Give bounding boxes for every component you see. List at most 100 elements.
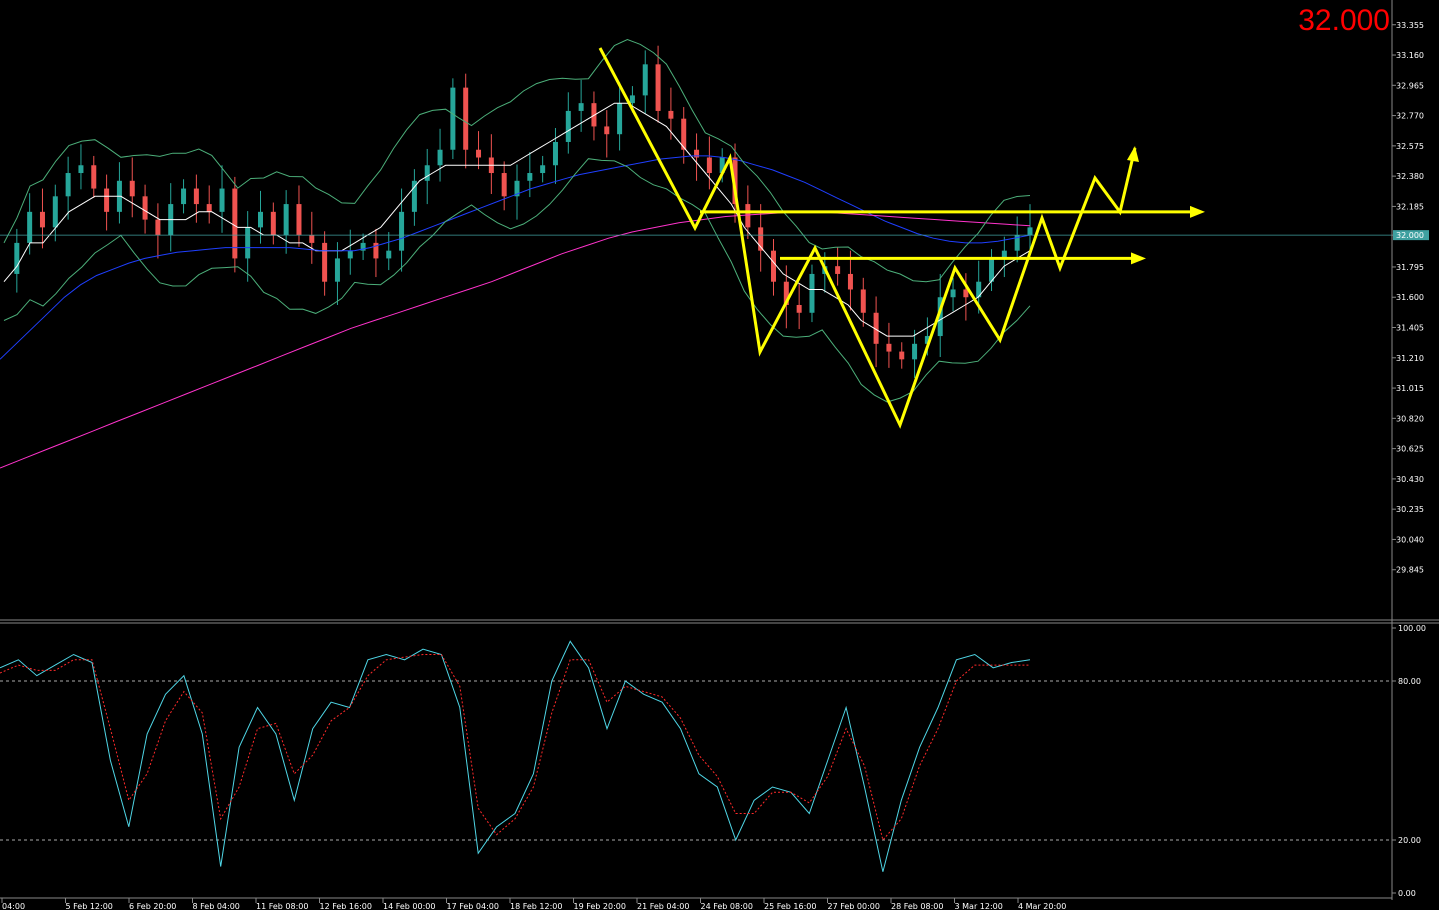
candle-body [745, 204, 751, 228]
oscillator-tick-label: 100.00 [1398, 624, 1426, 633]
stochastic-main-line [0, 640, 1031, 872]
time-tick-label: 11 Feb 08:00 [256, 902, 308, 910]
price-tick-label: 31.015 [1396, 384, 1424, 393]
candle-body [155, 219, 161, 236]
candle-body [129, 180, 135, 197]
candle-body [78, 165, 84, 174]
price-tick-label: 30.040 [1396, 535, 1424, 544]
time-tick-label: 25 Feb 16:00 [764, 902, 816, 910]
time-tick-label: 21 Feb 04:00 [637, 902, 689, 910]
candle-body [39, 211, 45, 228]
candle-body [912, 343, 918, 360]
candle-body [771, 250, 776, 282]
candle-body [437, 149, 443, 166]
candle-body [245, 227, 251, 259]
time-tick-label: 8 Feb 04:00 [193, 902, 240, 910]
candle-body [617, 103, 623, 135]
candle-body [399, 211, 405, 251]
time-tick-label: 19 Feb 20:00 [574, 902, 626, 910]
time-tick-label: 6 Feb 20:00 [129, 902, 176, 910]
price-tick-label: 32.770 [1396, 112, 1424, 121]
support-arrowhead [1131, 252, 1146, 265]
candle-body [1014, 235, 1020, 251]
candle-body [360, 242, 366, 251]
time-tick-label: 12 Feb 16:00 [320, 902, 372, 910]
candle-body [206, 204, 212, 212]
candle-body [322, 242, 328, 282]
candle-body [937, 297, 943, 337]
fast-ma-line [3, 102, 1031, 337]
candle-body [668, 110, 674, 119]
price-tick-label: 32.575 [1396, 142, 1424, 151]
candle-body [796, 305, 802, 313]
time-tick-label: 28 Feb 08:00 [891, 902, 943, 910]
candle-body [989, 258, 995, 282]
candle-body [65, 173, 71, 197]
price-tick-label: 33.355 [1396, 21, 1424, 30]
candle-body [976, 281, 982, 298]
stochastic-panel [0, 640, 1392, 872]
price-tick-label: 30.625 [1396, 445, 1424, 454]
candle-body [219, 188, 225, 212]
candle-body [373, 242, 379, 259]
candle-body [963, 289, 969, 298]
oscillator-tick-label: 20.00 [1398, 836, 1421, 845]
time-tick-label: 14 Feb 00:00 [383, 902, 435, 910]
slow-ma-line [0, 155, 1031, 360]
time-tick-label: 5 Feb 12:00 [66, 902, 113, 910]
candle-body [809, 273, 815, 313]
price-tick-label: 31.795 [1396, 263, 1424, 272]
candle-body [950, 289, 956, 298]
target-arrowhead [1127, 146, 1139, 162]
candle-body [655, 64, 661, 111]
candle-body [860, 289, 866, 313]
candle-body [540, 165, 546, 174]
candle-body [886, 343, 892, 352]
candle-body [847, 273, 853, 290]
candle-body [642, 64, 648, 96]
candle-body [1001, 250, 1007, 259]
candle-body [578, 103, 584, 111]
candle-body [719, 157, 725, 174]
candle-body [835, 266, 841, 274]
candle-body [783, 281, 789, 305]
candle-body [514, 180, 520, 197]
candle-body [386, 250, 392, 259]
oscillator-tick-label: 0.00 [1398, 889, 1416, 898]
candle-body [52, 196, 58, 228]
candle-body [706, 157, 712, 174]
candle-body [232, 188, 238, 259]
price-tick-label: 31.600 [1396, 293, 1424, 302]
time-tick-label: 18 Feb 12:00 [510, 902, 562, 910]
candle-body [1027, 227, 1033, 236]
pattern-annotations [598, 47, 1205, 429]
candle-body [694, 149, 700, 158]
candle-body [193, 188, 199, 205]
bollinger-upper-band [3, 38, 1031, 283]
oscillator-tick-label: 80.00 [1398, 677, 1421, 686]
bollinger-lower-band [3, 158, 1031, 403]
current-price-box [1393, 230, 1429, 241]
stochastic-signal-line [0, 654, 1030, 842]
candle-body [283, 204, 289, 236]
candle-body [527, 173, 533, 181]
candle-body [296, 204, 302, 236]
long-ma-line [0, 211, 1031, 469]
current-price-label: 32.000 [1298, 4, 1390, 37]
time-tick-label: 04:00 [2, 902, 25, 910]
time-tick-label: 3 Mar 12:00 [955, 902, 1003, 910]
time-tick-label: 17 Feb 04:00 [447, 902, 499, 910]
price-tick-label: 33.160 [1396, 51, 1424, 60]
candle-body [873, 312, 879, 344]
candle-body [142, 196, 148, 220]
candle-body [899, 351, 905, 360]
candle-body [476, 149, 482, 158]
candle-body [14, 242, 20, 274]
time-tick-label: 27 Feb 00:00 [828, 902, 880, 910]
price-tick-label: 29.845 [1396, 566, 1424, 575]
current-price-box-label: 32.000 [1396, 231, 1424, 240]
candle-body [334, 258, 340, 282]
candle-body [347, 250, 353, 259]
